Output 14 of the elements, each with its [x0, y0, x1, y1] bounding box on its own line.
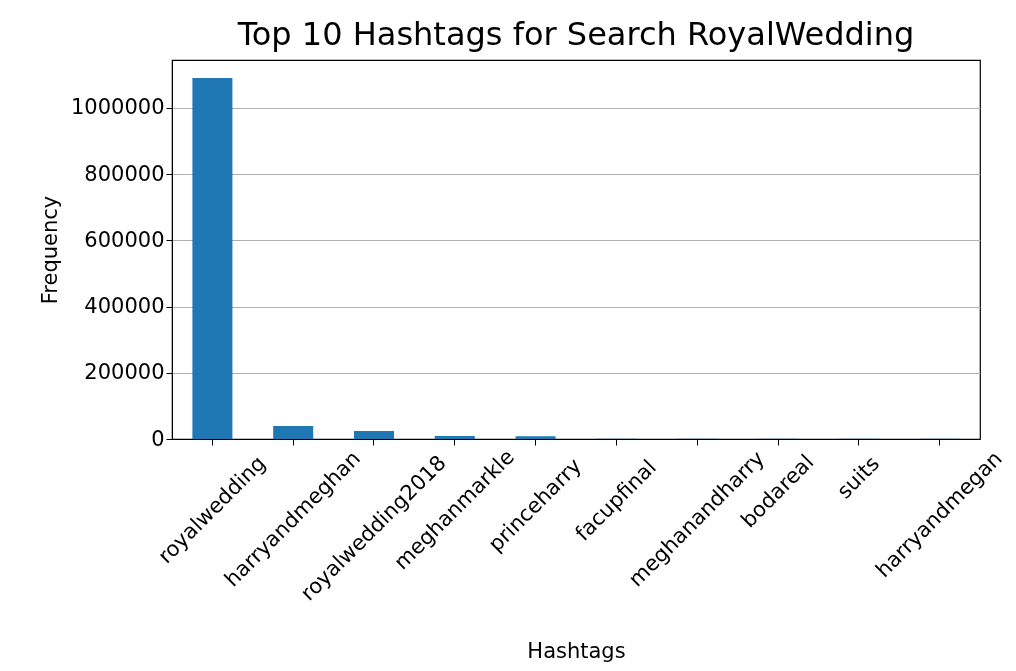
bar — [273, 426, 314, 439]
y-tick-label: 600000 — [84, 227, 165, 252]
y-tick-label: 200000 — [84, 360, 165, 385]
y-tick-label: 800000 — [84, 161, 165, 186]
y-tick-label: 400000 — [84, 294, 165, 319]
bar — [515, 436, 556, 439]
y-axis-title: Frequency — [37, 195, 62, 305]
chart-title: Top 10 Hashtags for Search RoyalWedding — [236, 15, 915, 53]
bar — [192, 78, 233, 439]
y-tick-label: 0 — [151, 426, 165, 451]
bar — [434, 436, 475, 439]
x-axis-title: Hashtags — [527, 639, 626, 663]
bar — [354, 431, 394, 439]
y-tick-label: 1000000 — [70, 95, 165, 120]
